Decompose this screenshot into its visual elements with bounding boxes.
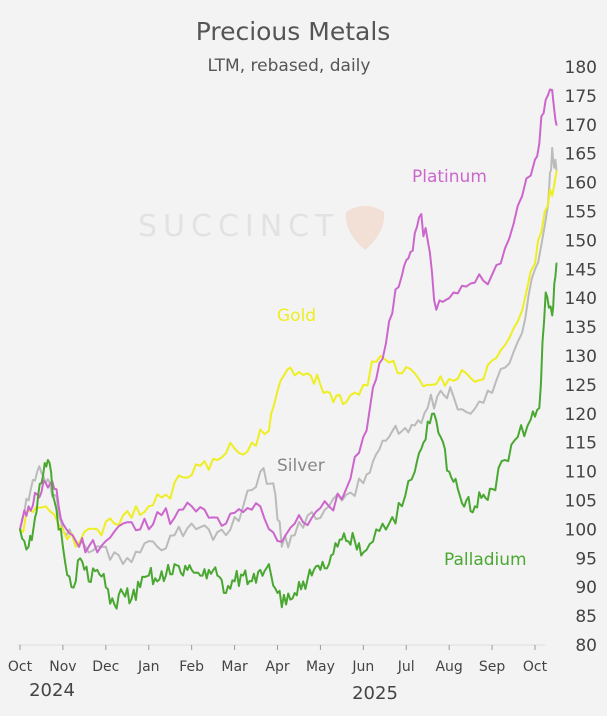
y-tick-label: 175	[565, 87, 597, 107]
y-tick-label: 155	[565, 203, 597, 223]
x-tick-label: Sep	[479, 659, 506, 675]
x-tick-label: Aug	[435, 659, 462, 675]
series-line-palladium	[19, 262, 558, 610]
y-tick-label: 90	[575, 578, 597, 598]
x-tick-label: Oct	[523, 659, 548, 675]
x-tick-label: Mar	[221, 659, 248, 675]
year-label-2024: 2024	[29, 680, 75, 701]
y-tick-label: 115	[565, 434, 597, 454]
x-tick-label: Jun	[351, 659, 374, 675]
y-tick-label: 85	[575, 607, 597, 627]
y-tick-label: 130	[565, 347, 597, 367]
y-tick-label: 80	[575, 636, 597, 656]
series-label-palladium: Palladium	[444, 550, 527, 570]
y-axis: 80 85 90 95 100 105 110 115 120 125 130 135 140 145 15…	[565, 58, 597, 656]
y-tick-label: 110	[565, 463, 597, 483]
x-tick-label: Jul	[397, 659, 415, 675]
y-tick-label: 160	[565, 174, 597, 194]
y-tick-label: 180	[565, 58, 597, 78]
y-tick-label: 105	[565, 492, 597, 512]
series-line-platinum	[19, 88, 558, 554]
x-tick-label: Nov	[49, 659, 76, 675]
watermark-logo-icon	[345, 206, 385, 250]
y-tick-label: 150	[565, 231, 597, 251]
series-line-gold	[19, 170, 558, 548]
chart-subtitle: LTM, rebased, daily	[208, 56, 371, 76]
y-tick-label: 170	[565, 116, 597, 136]
series-label-gold: Gold	[277, 306, 316, 326]
x-tick-label: Jan	[137, 659, 160, 675]
x-tick-label: Dec	[92, 659, 119, 675]
y-tick-label: 140	[565, 289, 597, 309]
y-tick-label: 95	[575, 549, 597, 569]
watermark-text: SUCCINCT	[138, 209, 339, 244]
y-tick-label: 125	[565, 376, 597, 396]
series-label-platinum: Platinum	[412, 167, 487, 187]
year-label-2025: 2025	[352, 683, 398, 704]
y-tick-label: 145	[565, 260, 597, 280]
x-tick-label: Apr	[265, 659, 289, 675]
watermark: SUCCINCT	[138, 206, 385, 250]
y-tick-label: 135	[565, 318, 597, 338]
y-tick-label: 100	[565, 520, 597, 540]
series-label-silver: Silver	[277, 456, 325, 476]
x-axis: Oct Nov Dec Jan Feb Mar Apr May Jun Jul Aug Sep Oct	[8, 644, 548, 675]
series-labels: Platinum Gold Silver Palladium	[277, 167, 527, 570]
y-tick-label: 165	[565, 145, 597, 165]
x-tick-label: May	[306, 659, 335, 675]
series-layer	[19, 88, 558, 610]
chart-title: Precious Metals	[196, 17, 391, 46]
y-tick-label: 120	[565, 405, 597, 425]
x-tick-label: Oct	[8, 659, 33, 675]
x-tick-label: Feb	[179, 659, 204, 675]
